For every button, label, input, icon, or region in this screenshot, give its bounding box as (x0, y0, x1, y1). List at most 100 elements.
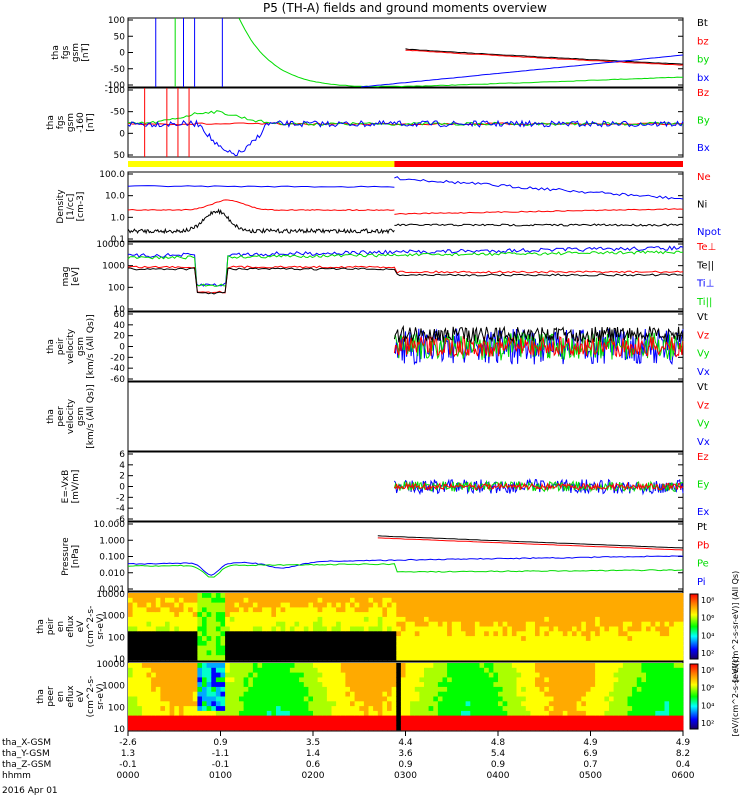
ion-spectrogram-cell (340, 607, 346, 613)
ion-spectrogram-cell (595, 593, 601, 599)
electron-spectrogram-cell (313, 691, 318, 697)
electron-spectrogram-cell (183, 691, 189, 697)
ion-spectrogram-cell (313, 645, 318, 651)
ion-spectrogram-cell (234, 607, 240, 613)
ion-spectrogram-cell (225, 645, 231, 651)
ion-spectrogram-cell (585, 597, 591, 603)
electron-spectrogram-cell (609, 696, 614, 702)
ion-spectrogram-cell (225, 640, 231, 647)
ion-spectrogram-cell (581, 612, 587, 618)
fgs_dsl-frame (127, 87, 684, 158)
ion-spectrogram-cell (437, 626, 443, 632)
ion-spectrogram-cell (553, 607, 559, 613)
ion-spectrogram-cell (396, 631, 402, 637)
ion-spectrogram-cell (174, 640, 180, 647)
ion-spectrogram-cell (544, 597, 550, 603)
ion-spectrogram-cell (511, 636, 517, 642)
ion-spectrogram-cell (673, 626, 679, 632)
ion-spectrogram-cell (331, 631, 337, 637)
ion-spectrogram-cell (359, 593, 365, 599)
electron-spectrogram-cell (206, 720, 212, 726)
ion-spectrogram-cell (405, 636, 411, 642)
ion-spectrogram-cell (655, 626, 661, 632)
electron-spectrogram-cell (632, 701, 638, 707)
ion-spectrogram-cell (206, 616, 212, 623)
electron-spectrogram-cell (350, 701, 355, 707)
ion-spectrogram-cell (474, 602, 480, 608)
ion-spectrogram-cell (248, 640, 254, 647)
electron-spectrogram-cell (262, 663, 268, 669)
electron-spectrogram-cell (289, 710, 295, 717)
ion-spectrogram-cell (622, 607, 628, 613)
ion_eflux-colorbar-tick: 10⁸ (701, 596, 714, 605)
electron-spectrogram-cell (294, 667, 300, 673)
ion-spectrogram-cell (252, 607, 258, 613)
electron-spectrogram-cell (414, 710, 420, 717)
ion-spectrogram-cell (257, 650, 263, 656)
electron-spectrogram-cell (197, 720, 203, 726)
ion-spectrogram-cell (146, 626, 152, 632)
ion-spectrogram-cell (451, 626, 457, 632)
ion-spectrogram-cell (215, 602, 221, 608)
fgs_dsl-ytick-label: 50 (114, 151, 126, 161)
electron-spectrogram-cell (461, 725, 466, 731)
ion-spectrogram-cell (437, 655, 443, 661)
electron-spectrogram-cell (488, 663, 494, 669)
electron-spectrogram-cell (289, 720, 295, 726)
ion-spectrogram-cell (405, 593, 411, 599)
ion-spectrogram-cell (484, 640, 490, 647)
electron-spectrogram-cell (202, 686, 207, 693)
ion-spectrogram-cell (548, 593, 554, 599)
electron-spectrogram-cell (428, 682, 434, 688)
electron-spectrogram-cell (618, 663, 624, 669)
ion-spectrogram-cell (590, 612, 596, 618)
electron-spectrogram-cell (169, 715, 175, 721)
ion-spectrogram-cell (576, 612, 582, 618)
electron-spectrogram-cell (289, 677, 295, 683)
x-axis-labels: tha_X-GSM -2.6 0.9 3.5 4.4 4.8 4.9 4.9tha_Y-GSM… (2, 731, 695, 796)
ion-spectrogram-cell (391, 655, 397, 661)
ion-spectrogram-cell (276, 612, 281, 618)
electron-spectrogram-cell (678, 701, 684, 707)
ion-spectrogram-cell (350, 640, 355, 647)
electron-spectrogram-cell (192, 672, 198, 678)
electron-spectrogram-cell (558, 663, 564, 669)
electron-spectrogram-cell (197, 686, 203, 693)
ion-spectrogram-cell (326, 616, 332, 623)
ion-spectrogram-cell (622, 631, 628, 637)
ion-spectrogram-cell (331, 655, 337, 661)
ion-spectrogram-cell (336, 645, 342, 651)
ion-spectrogram-cell (641, 616, 647, 623)
electron-spectrogram-cell (484, 682, 490, 688)
ion-spectrogram-cell (289, 593, 295, 599)
ion-spectrogram-cell (474, 607, 480, 613)
electron-spectrogram-cell (461, 686, 466, 693)
ion-spectrogram-cell (183, 645, 189, 651)
electron-spectrogram-cell (419, 677, 425, 683)
electron-spectrogram-cell (521, 686, 527, 693)
ion-spectrogram-cell (400, 593, 406, 599)
ion-spectrogram-cell (225, 626, 231, 632)
electron-spectrogram-cell (326, 667, 332, 673)
electron-spectrogram-cell (590, 725, 596, 731)
ion-spectrogram-cell (350, 602, 355, 608)
electron-spectrogram-cell (137, 715, 143, 721)
electron-spectrogram-cell (387, 725, 392, 731)
electron-spectrogram-cell (479, 701, 485, 707)
fgs-legend-bx: bx (697, 73, 709, 84)
ion-spectrogram-cell (410, 602, 416, 608)
ion-spectrogram-cell (257, 607, 263, 613)
ion-spectrogram-cell (521, 626, 527, 632)
ion-spectrogram-cell (220, 593, 226, 599)
ion-spectrogram-cell (655, 607, 661, 613)
electron-spectrogram-cell (220, 667, 226, 673)
electron-spectrogram-cell (146, 701, 152, 707)
electron-spectrogram-cell (382, 696, 388, 702)
ion-spectrogram-cell (178, 636, 184, 642)
ion-spectrogram-cell (215, 650, 221, 656)
electron-spectrogram-cell (317, 672, 323, 678)
ion-spectrogram-cell (521, 616, 527, 623)
electron-spectrogram-cell (363, 725, 369, 731)
ion-spectrogram-cell (525, 621, 531, 627)
ion-spectrogram-cell (243, 636, 249, 642)
